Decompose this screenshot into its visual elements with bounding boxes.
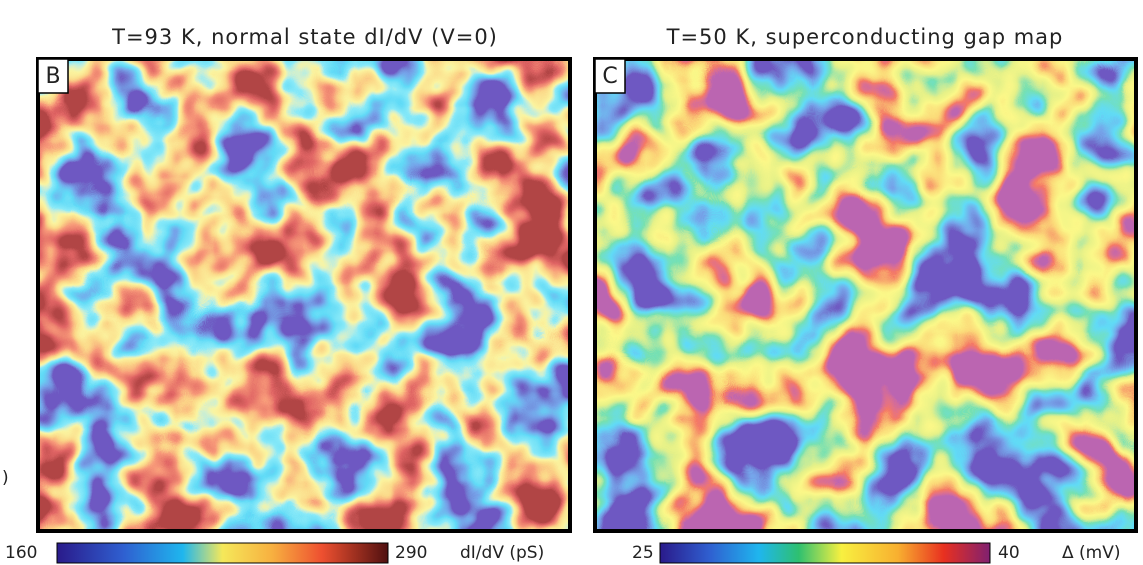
panel-title: T=93 K, normal state dI/dV (V=0): [111, 25, 498, 49]
label-box: [594, 58, 626, 94]
colorbar-max: 290: [395, 543, 427, 563]
panel-frame: [593, 57, 1138, 533]
colorbar: [659, 542, 991, 564]
colorbar-unit: Δ (mV): [1062, 543, 1121, 563]
panel-title: T=50 K, superconducting gap map: [666, 25, 1064, 49]
label-box: [37, 58, 69, 94]
edge-fragment: ): [2, 468, 9, 488]
colorbar: [56, 542, 389, 564]
colorbar-min: 25: [632, 543, 654, 563]
panel-frame: [36, 57, 572, 533]
colorbar-max: 40: [998, 543, 1020, 563]
heatmap: [38, 59, 570, 531]
colorbar-unit: dI/dV (pS): [460, 543, 544, 563]
panel-label: C: [602, 64, 617, 89]
panel-label: B: [45, 64, 60, 89]
heatmap: [595, 59, 1136, 531]
colorbar-min: 160: [5, 543, 37, 563]
